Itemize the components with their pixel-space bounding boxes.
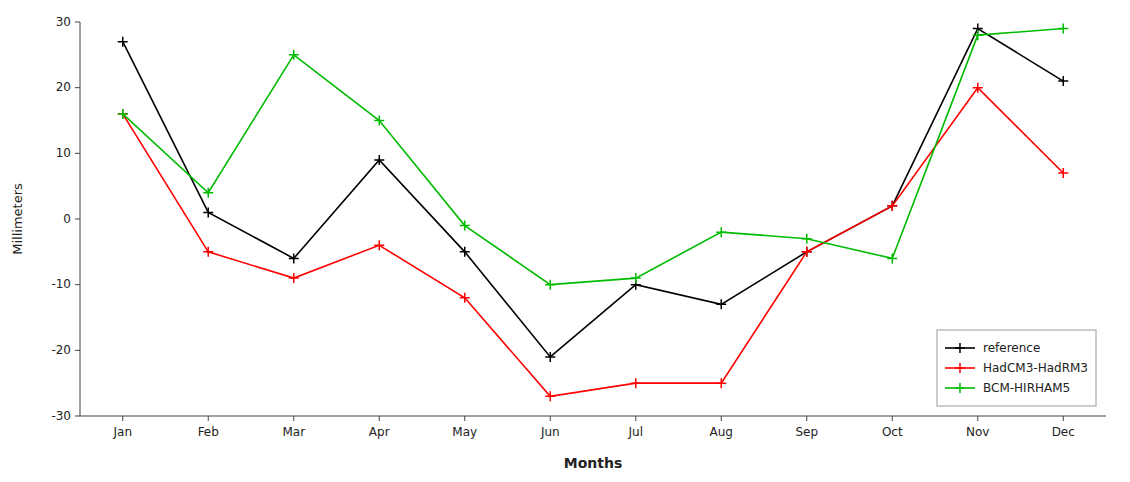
series: [118, 83, 1069, 402]
marker: [289, 273, 299, 283]
y-tick-label: -30: [51, 409, 71, 423]
legend-marker: [955, 343, 965, 353]
marker: [716, 378, 726, 388]
x-tick: [550, 416, 551, 421]
y-tick: [75, 87, 80, 88]
marker: [973, 83, 983, 93]
marker: [802, 247, 812, 257]
x-tick-label: Sep: [795, 425, 818, 439]
series: [118, 24, 1069, 290]
marker: [1058, 24, 1068, 34]
x-axis: Jan Feb Mar Apr May Jun Jul Aug Sep Oct Nov Dec: [80, 416, 1106, 439]
marker: [716, 227, 726, 237]
x-tick: [1063, 416, 1064, 421]
x-tick: [806, 416, 807, 421]
x-tick-label: Aug: [710, 425, 733, 439]
series: [118, 24, 1069, 362]
legend-marker: [955, 363, 965, 373]
x-tick-label: Mar: [282, 425, 305, 439]
marker: [545, 280, 555, 290]
marker: [460, 293, 470, 303]
marker: [203, 207, 213, 217]
marker: [374, 155, 384, 165]
y-tick-label: 0: [63, 212, 71, 226]
legend-box: [937, 330, 1096, 406]
x-axis-label: Months: [564, 455, 623, 471]
x-tick: [977, 416, 978, 421]
x-tick-label: Oct: [882, 425, 903, 439]
marker: [887, 253, 897, 263]
marker: [802, 234, 812, 244]
x-tick: [122, 416, 123, 421]
x-tick-label: May: [452, 425, 477, 439]
x-tick: [293, 416, 294, 421]
x-tick-label: Jun: [540, 425, 560, 439]
marker: [545, 391, 555, 401]
y-tick: [75, 350, 80, 351]
x-tick-label: Jan: [113, 425, 133, 439]
marker: [118, 37, 128, 47]
legend-marker: [955, 383, 965, 393]
marker: [118, 109, 128, 119]
y-axis: -30 -20 -10 0 10 20 30: [51, 15, 80, 423]
marker: [973, 30, 983, 40]
marker: [716, 299, 726, 309]
x-tick: [464, 416, 465, 421]
marker: [203, 188, 213, 198]
y-tick-label: 30: [56, 15, 71, 29]
x-tick: [208, 416, 209, 421]
y-tick: [75, 416, 80, 417]
series-line: [123, 88, 1064, 397]
x-tick-label: Nov: [966, 425, 989, 439]
legend: reference HadCM3-HadRM3 BCM-HIRHAM5: [937, 330, 1096, 406]
y-tick: [75, 284, 80, 285]
y-tick-label: 10: [56, 146, 71, 160]
chart: -30 -20 -10 0 10 20 30 Millimeters Jan Feb Mar Apr M…: [0, 0, 1130, 482]
marker: [460, 247, 470, 257]
marker: [887, 201, 897, 211]
series-line: [123, 29, 1064, 285]
y-tick-label: 20: [56, 80, 71, 94]
marker: [374, 240, 384, 250]
x-tick-label: Apr: [369, 425, 390, 439]
marker: [545, 352, 555, 362]
marker: [374, 116, 384, 126]
legend-label: HadCM3-HadRM3: [983, 361, 1088, 375]
y-tick: [75, 219, 80, 220]
x-tick: [721, 416, 722, 421]
marker: [631, 273, 641, 283]
series-line: [123, 29, 1064, 357]
x-axis-line: [80, 416, 1106, 417]
legend-label: reference: [983, 341, 1040, 355]
y-axis-label: Millimeters: [10, 183, 25, 255]
y-tick-label: -10: [51, 277, 71, 291]
x-tick: [379, 416, 380, 421]
x-tick: [892, 416, 893, 421]
marker: [460, 221, 470, 231]
x-tick-label: Dec: [1052, 425, 1075, 439]
y-tick-label: -20: [51, 343, 71, 357]
marker: [802, 247, 812, 257]
y-tick: [75, 22, 80, 23]
marker: [203, 247, 213, 257]
marker: [289, 50, 299, 60]
plot-area: [118, 24, 1069, 402]
legend-label: BCM-HIRHAM5: [983, 381, 1070, 395]
x-tick-label: Jul: [628, 425, 643, 439]
x-tick: [635, 416, 636, 421]
marker: [1058, 168, 1068, 178]
marker: [631, 378, 641, 388]
marker: [289, 253, 299, 263]
marker: [1058, 76, 1068, 86]
x-tick-label: Feb: [198, 425, 219, 439]
y-tick: [75, 153, 80, 154]
